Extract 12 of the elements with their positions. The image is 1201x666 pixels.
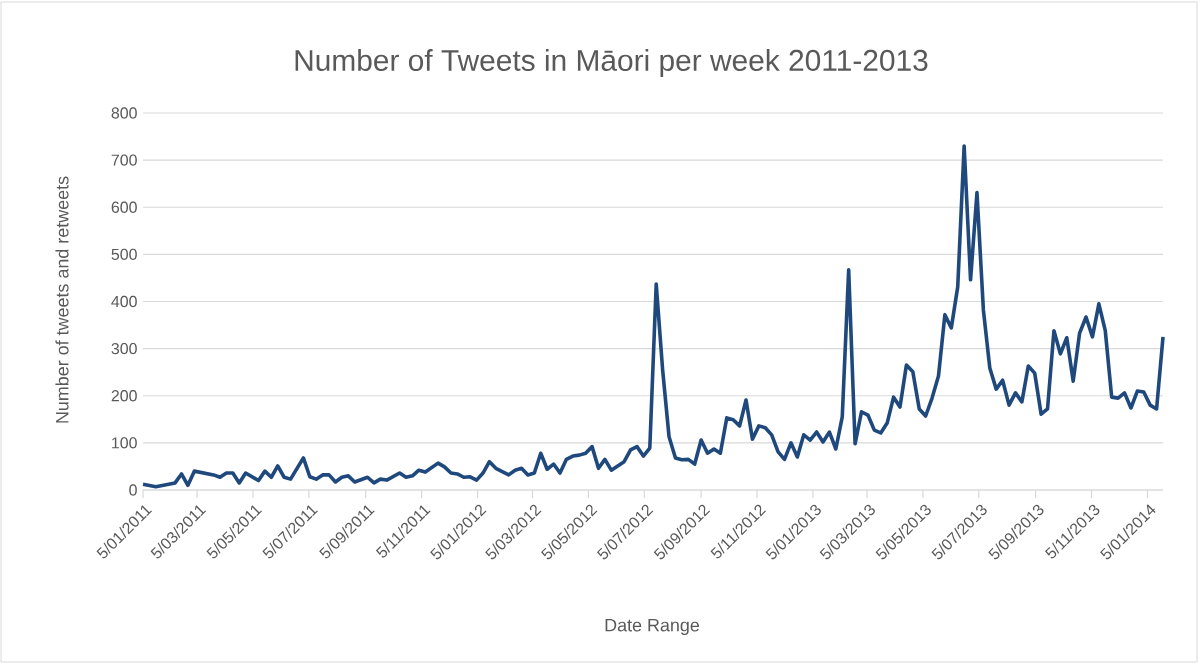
- y-tick-label: 0: [129, 484, 137, 496]
- y-tick-label: 100: [112, 437, 137, 449]
- x-axis-title: Date Range: [605, 618, 700, 636]
- y-tick-label: 800: [111, 107, 137, 119]
- y-tick-label: 300: [111, 342, 137, 355]
- y-tick-label: 400: [111, 295, 137, 308]
- y-tick-label: 700: [111, 154, 137, 166]
- y-tick-label: 500: [111, 248, 137, 261]
- y-axis-title: Number of tweets and retweets: [55, 176, 69, 423]
- y-tick-label: 200: [111, 390, 137, 402]
- chart-title: Number of Tweets in Māori per week 2011-2013: [295, 49, 928, 77]
- y-tick-label: 600: [111, 201, 137, 213]
